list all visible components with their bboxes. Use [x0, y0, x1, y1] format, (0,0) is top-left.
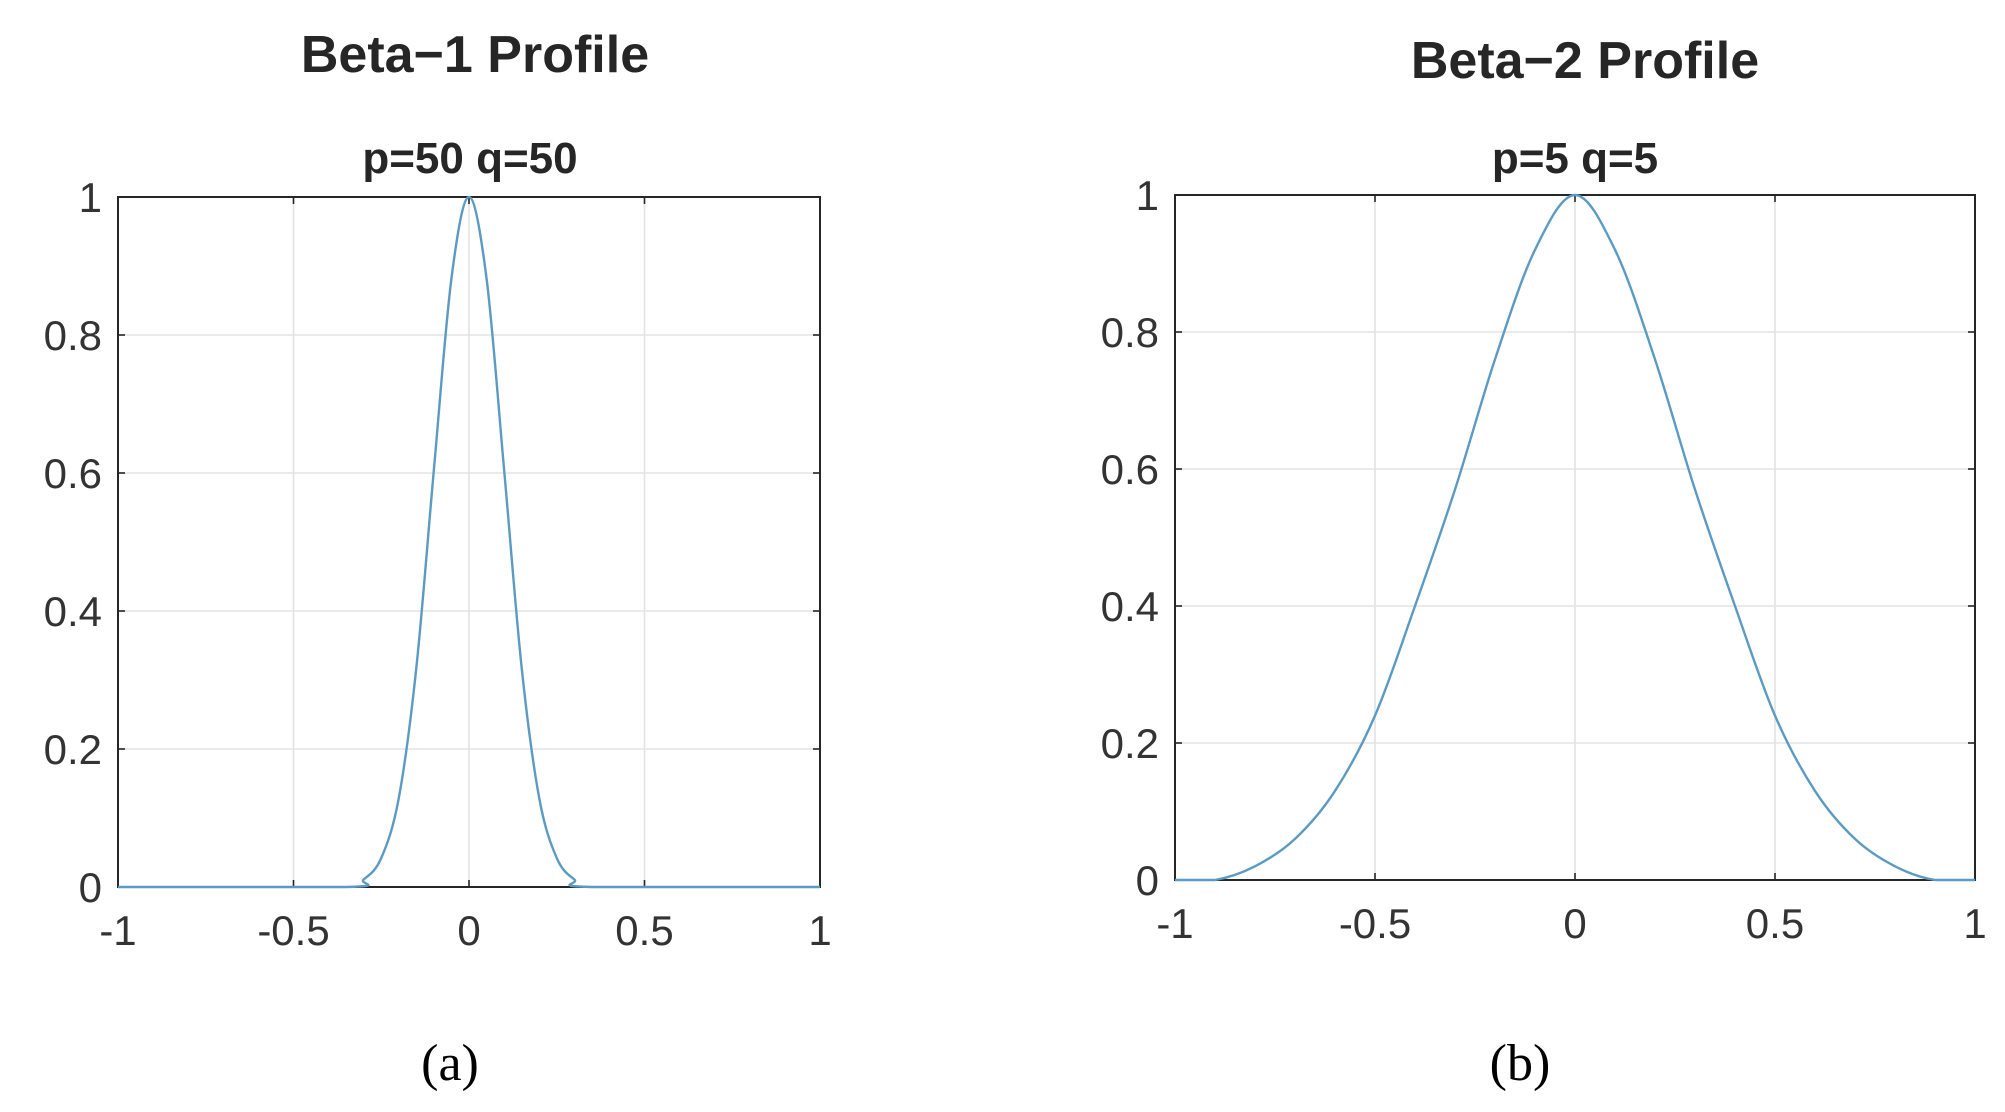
- y-tick-label: 0.2: [44, 726, 102, 773]
- y-tick-label: 1: [1136, 172, 1159, 219]
- x-tick-label: -1: [99, 907, 136, 954]
- y-tick-label: 0: [1136, 857, 1159, 904]
- chart-subtitle: p=50 q=50: [362, 134, 577, 183]
- y-tick-label: 0: [79, 864, 102, 911]
- x-tick-label: 0.5: [615, 907, 673, 954]
- chart-subtitle: p=5 q=5: [1492, 134, 1658, 183]
- y-tick-label: 0.4: [1101, 583, 1159, 630]
- y-tick-label: 0.6: [44, 450, 102, 497]
- x-tick-label: 1: [1963, 900, 1986, 947]
- y-tick-label: 0.8: [44, 312, 102, 359]
- chart-panel-a: Beta−1 Profile p=50 q=50 -1 -0.5 0 0.5 1 0 0.2 0.…: [44, 26, 832, 1092]
- x-tick-label: -0.5: [1339, 900, 1411, 947]
- series-line-beta-1: [117, 195, 820, 889]
- chart-panel-b: Beta−2 Profile p=5 q=5 -1 -0.5 0 0.5 1 0 0.2 0.4 0…: [1101, 32, 1987, 1092]
- y-tick-label: 1: [79, 174, 102, 221]
- chart-title: Beta−2 Profile: [1411, 32, 1759, 90]
- x-tick-label: 0.5: [1746, 900, 1804, 947]
- y-tick-label: 0.2: [1101, 720, 1159, 767]
- chart-title: Beta−1 Profile: [301, 26, 649, 84]
- panel-label: (a): [421, 1035, 479, 1092]
- x-tick-label: 0: [1563, 900, 1586, 947]
- y-tick-label: 0.8: [1101, 309, 1159, 356]
- panel-label: (b): [1490, 1035, 1551, 1092]
- x-tick-label: 0: [457, 907, 480, 954]
- y-tick-label: 0.4: [44, 588, 102, 635]
- y-tick-label: 0.6: [1101, 446, 1159, 493]
- x-tick-label: 1: [808, 907, 831, 954]
- x-tick-label: -0.5: [257, 907, 329, 954]
- x-tick-label: -1: [1156, 900, 1193, 947]
- series-line-beta-2: [1175, 193, 1975, 882]
